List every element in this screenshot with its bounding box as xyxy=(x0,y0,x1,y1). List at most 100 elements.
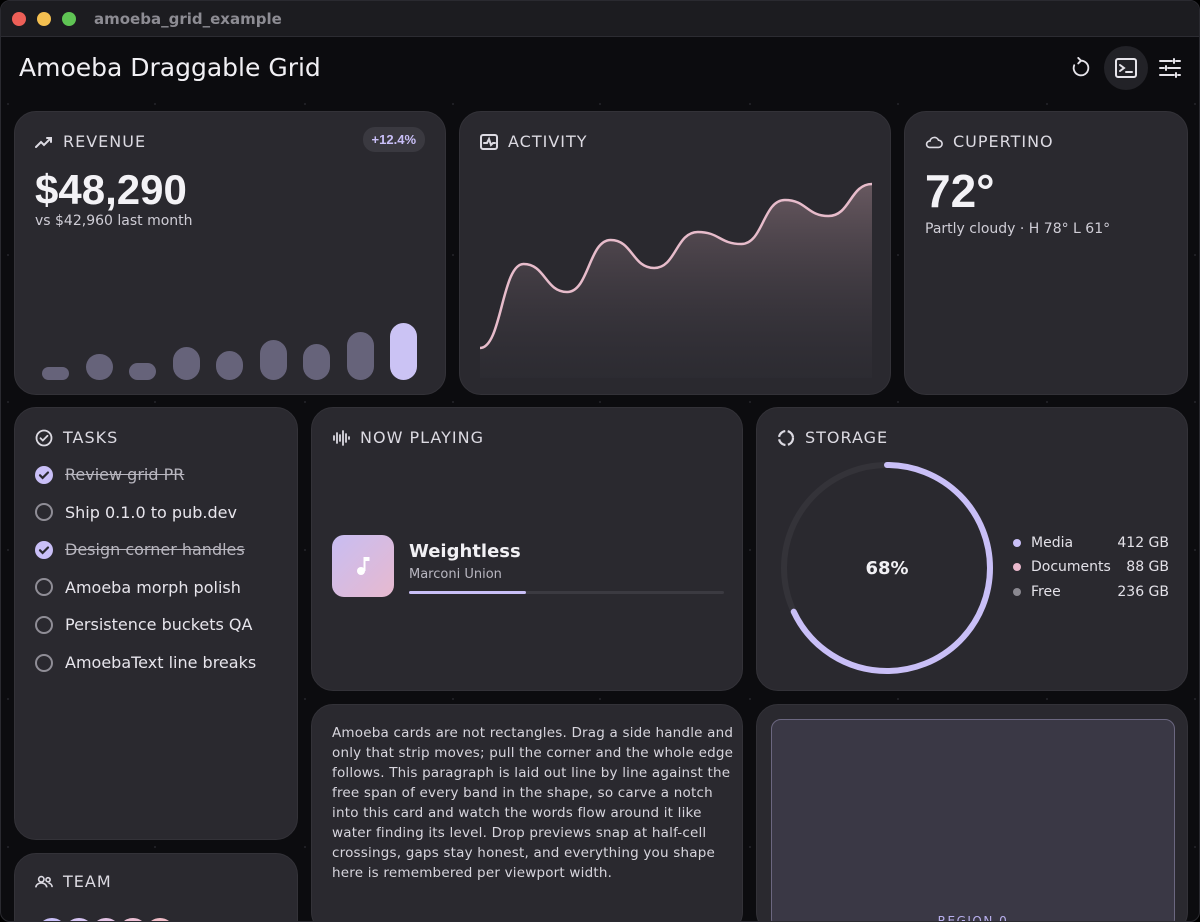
grid-dot xyxy=(897,254,899,256)
revenue-bar xyxy=(129,363,156,380)
task-item[interactable]: Ship 0.1.0 to pub.dev xyxy=(35,503,237,522)
grid-dot xyxy=(1046,401,1048,403)
paragraph-line: here is remembered per viewport width. xyxy=(332,865,613,881)
grid-dot xyxy=(7,698,9,700)
storage-legend-row: Media 412 GB xyxy=(1013,535,1169,551)
revenue-bar xyxy=(85,354,113,380)
grid-dot xyxy=(749,103,751,105)
storage-card[interactable]: STORAGE 68% Media 412 GB Documents 88 GB Fre… xyxy=(756,407,1188,691)
task-item[interactable]: Amoeba morph polish xyxy=(35,578,241,597)
team-card[interactable]: TEAM xyxy=(14,853,298,921)
activity-card[interactable]: ACTIVITY xyxy=(459,111,891,395)
grid-dot xyxy=(1194,549,1196,551)
grid-dot xyxy=(452,254,454,256)
region-label: REGION 0 xyxy=(937,914,1009,922)
weather-card[interactable]: CUPERTINO 72° Partly cloudy · H 78° L 61… xyxy=(904,111,1188,395)
zoom-window-button[interactable] xyxy=(62,12,76,26)
grid-dot xyxy=(7,549,9,551)
description-paragraph: Amoeba cards are not rectangles. Drag a … xyxy=(332,723,734,883)
grid-dot xyxy=(1194,254,1196,256)
minimize-window-button[interactable] xyxy=(37,12,51,26)
settings-button[interactable] xyxy=(1148,46,1192,90)
now-playing-card-header: NOW PLAYING xyxy=(332,428,484,447)
task-item[interactable]: Design corner handles xyxy=(35,540,245,559)
check-circle-icon xyxy=(35,429,53,447)
avatar[interactable] xyxy=(35,916,69,921)
playback-progress-fill xyxy=(409,591,526,594)
weather-temperature: 72° xyxy=(925,165,995,217)
revenue-bar xyxy=(259,340,287,380)
grid-dot xyxy=(304,401,306,403)
avatar[interactable] xyxy=(89,916,123,921)
now-playing-card[interactable]: NOW PLAYING Weightless Marconi Union xyxy=(311,407,743,691)
playback-progress-bar[interactable] xyxy=(409,591,724,594)
activity-card-header: ACTIVITY xyxy=(480,132,588,151)
grid-dot xyxy=(1194,103,1196,105)
checked-checkbox-icon[interactable] xyxy=(35,465,53,484)
paragraph-line: Amoeba cards are not rectangles. Drag a … xyxy=(332,725,734,741)
grid-dot xyxy=(749,401,751,403)
grid-dot xyxy=(452,401,454,403)
region-drop-zone[interactable]: REGION 0 xyxy=(771,719,1175,922)
legend-swatch xyxy=(1013,539,1021,547)
task-label: Persistence buckets QA xyxy=(65,615,253,635)
users-icon xyxy=(35,873,53,891)
sliders-icon xyxy=(1159,58,1181,78)
storage-legend-row: Free 236 GB xyxy=(1013,584,1169,600)
tasks-card-header: TASKS xyxy=(35,428,118,447)
unchecked-checkbox-icon[interactable] xyxy=(35,503,53,522)
revenue-card[interactable]: REVENUE +12.4% $48,290 vs $42,960 last m… xyxy=(14,111,446,395)
avatar[interactable] xyxy=(143,916,177,921)
reset-layout-button[interactable] xyxy=(1059,46,1103,90)
grid-dot xyxy=(897,103,899,105)
avatar[interactable] xyxy=(116,916,150,921)
grid-dot xyxy=(749,698,751,700)
storage-percent: 68% xyxy=(865,558,909,579)
checked-checkbox-icon[interactable] xyxy=(35,540,53,559)
team-card-header: TEAM xyxy=(35,872,112,891)
weather-card-title: CUPERTINO xyxy=(953,132,1054,151)
grid-dot xyxy=(452,103,454,105)
revenue-bar xyxy=(346,332,374,380)
legend-value: 88 GB xyxy=(1126,559,1169,576)
page-title: Amoeba Draggable Grid xyxy=(19,53,321,82)
title-bar: amoeba_grid_example xyxy=(1,1,1199,37)
paragraph-line: water finding its level. Drop previews s… xyxy=(332,825,707,841)
unchecked-checkbox-icon[interactable] xyxy=(35,578,53,597)
console-toggle-button[interactable] xyxy=(1104,46,1148,90)
storage-card-title: STORAGE xyxy=(805,428,889,447)
grid-dot xyxy=(749,846,751,848)
close-window-button[interactable] xyxy=(12,12,26,26)
grid-dot xyxy=(452,698,454,700)
album-art[interactable] xyxy=(332,535,394,597)
terminal-icon xyxy=(1115,58,1137,78)
revenue-card-header: REVENUE xyxy=(35,132,146,151)
paragraph-line: follows. This paragraph is laid out line… xyxy=(332,765,731,781)
activity-card-title: ACTIVITY xyxy=(508,132,588,151)
grid-dot xyxy=(1194,401,1196,403)
revenue-bar xyxy=(216,351,243,380)
unchecked-checkbox-icon[interactable] xyxy=(35,615,53,634)
revenue-bar xyxy=(172,347,200,380)
grid-dot xyxy=(599,698,601,700)
legend-value: 412 GB xyxy=(1117,535,1169,551)
grid-dot xyxy=(154,103,156,105)
unchecked-checkbox-icon[interactable] xyxy=(35,653,53,672)
grid-dot xyxy=(1046,698,1048,700)
trending-up-icon xyxy=(35,133,53,151)
task-item[interactable]: Persistence buckets QA xyxy=(35,615,252,634)
tasks-card[interactable]: TASKS Review grid PR Ship 0.1.0 to pub.de… xyxy=(14,407,298,840)
region-card[interactable]: REGION 0 xyxy=(756,704,1188,922)
avatar[interactable] xyxy=(62,916,96,921)
revenue-value: $48,290 xyxy=(35,166,187,213)
grid-dot xyxy=(304,549,306,551)
grid-dot xyxy=(599,103,601,105)
activity-area xyxy=(480,184,872,378)
task-item[interactable]: Review grid PR xyxy=(35,465,184,484)
text-flow-card[interactable]: Amoeba cards are not rectangles. Drag a … xyxy=(311,704,743,921)
task-item[interactable]: AmoebaText line breaks xyxy=(35,653,256,672)
grid-dot xyxy=(304,698,306,700)
donut-chart-icon xyxy=(777,429,795,447)
storage-card-header: STORAGE xyxy=(777,428,888,447)
